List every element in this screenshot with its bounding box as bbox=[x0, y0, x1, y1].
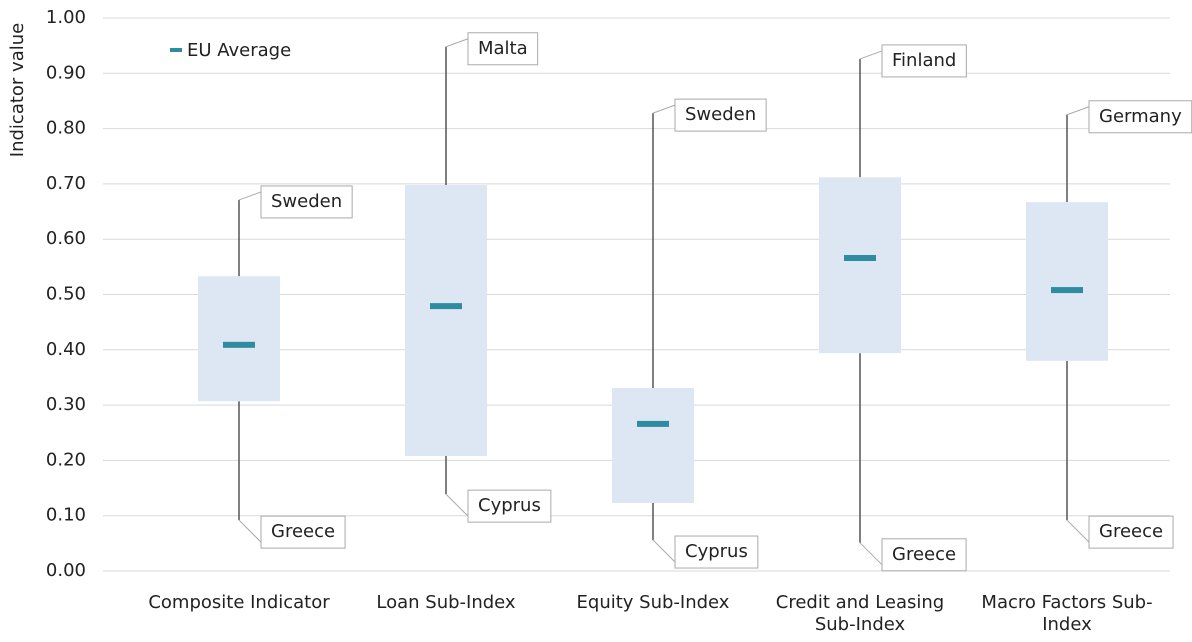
callout-leader bbox=[238, 519, 262, 543]
y-tick-label: 0.00 bbox=[46, 560, 86, 581]
y-tick-label: 0.50 bbox=[46, 284, 86, 305]
x-tick-label: Equity Sub-Index bbox=[576, 592, 730, 613]
callout-leader bbox=[445, 38, 469, 48]
average-marker bbox=[844, 255, 876, 262]
callout-label: Germany bbox=[1099, 106, 1182, 127]
x-tick-label: Macro Factors Sub-Index bbox=[981, 592, 1153, 635]
x-tick-label: Credit and Leasing Sub-Index bbox=[775, 592, 945, 635]
range-box bbox=[405, 185, 487, 456]
average-marker bbox=[1051, 287, 1083, 294]
y-tick-label: 0.60 bbox=[46, 228, 86, 249]
callout-leader bbox=[238, 191, 262, 201]
y-tick-label: 0.90 bbox=[46, 62, 86, 83]
y-tick-label: 1.00 bbox=[46, 7, 86, 28]
callout-label: Finland bbox=[892, 50, 956, 71]
x-tick-label: Loan Sub-Index bbox=[376, 592, 516, 613]
callout-box bbox=[1088, 100, 1192, 134]
x-tick-label: Composite Indicator bbox=[148, 592, 330, 613]
callout-label: Cyprus bbox=[685, 541, 748, 562]
callout-box bbox=[1088, 515, 1174, 549]
callout-leader bbox=[859, 542, 883, 566]
callout-leader bbox=[1066, 106, 1090, 116]
callout-leader bbox=[859, 50, 883, 60]
callout-label: Sweden bbox=[685, 104, 756, 125]
callout-box bbox=[881, 44, 967, 78]
callout-box bbox=[260, 515, 346, 549]
legend-label: EU Average bbox=[187, 40, 291, 61]
callout-box bbox=[467, 489, 552, 523]
callout-box bbox=[881, 538, 967, 572]
callout-label: Greece bbox=[892, 544, 956, 565]
y-tick-label: 0.30 bbox=[46, 394, 86, 415]
y-tick-label: 0.80 bbox=[46, 118, 86, 139]
average-marker bbox=[637, 420, 669, 427]
range-box bbox=[612, 387, 694, 503]
callout-leader bbox=[652, 539, 676, 563]
legend-swatch bbox=[170, 48, 182, 52]
y-tick-label: 0.40 bbox=[46, 339, 86, 360]
range-box bbox=[819, 177, 901, 354]
average-marker bbox=[223, 341, 255, 348]
range-box bbox=[198, 276, 280, 402]
callout-label: Cyprus bbox=[478, 495, 541, 516]
callout-box bbox=[674, 98, 767, 132]
callout-label: Greece bbox=[1099, 521, 1163, 542]
callout-label: Greece bbox=[271, 521, 335, 542]
y-tick-label: 0.70 bbox=[46, 173, 86, 194]
y-axis-label: Indicator value bbox=[7, 23, 28, 157]
callout-box bbox=[467, 32, 539, 66]
average-marker bbox=[430, 303, 462, 310]
range-box bbox=[1026, 202, 1108, 361]
callout-label: Sweden bbox=[271, 191, 342, 212]
callout-leader bbox=[1066, 519, 1090, 543]
callout-label: Malta bbox=[478, 38, 528, 59]
callout-leader bbox=[445, 493, 469, 517]
y-tick-label: 0.10 bbox=[46, 505, 86, 526]
callout-leader bbox=[652, 104, 676, 114]
callout-box bbox=[260, 185, 353, 219]
callout-box bbox=[674, 535, 759, 569]
y-tick-label: 0.20 bbox=[46, 449, 86, 470]
